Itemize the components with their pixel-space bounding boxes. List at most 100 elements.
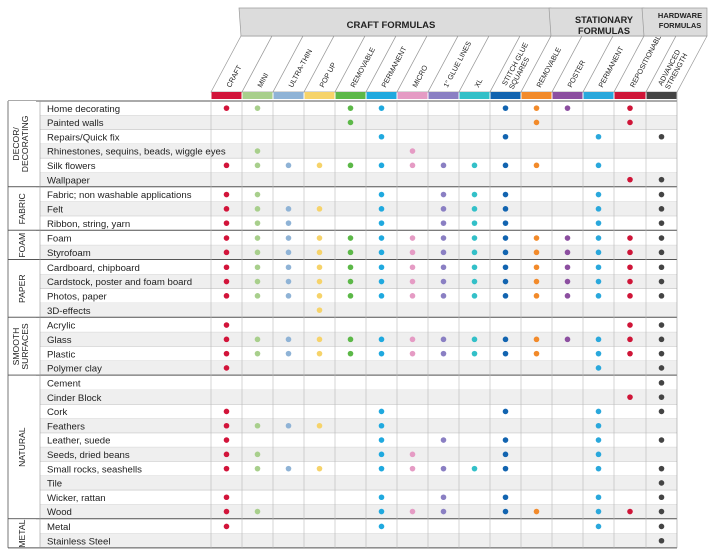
compatibility-dot xyxy=(471,249,478,256)
compatibility-dot xyxy=(254,278,261,285)
category-label: FOAM xyxy=(17,233,27,258)
compatibility-dot xyxy=(627,235,633,241)
category-label-line: NATURAL xyxy=(17,427,27,467)
row-label: Polymer clay xyxy=(47,364,102,375)
compatibility-dot xyxy=(595,133,602,140)
compatibility-dot xyxy=(254,465,261,472)
compatibility-dot xyxy=(627,264,633,271)
column-color-bar xyxy=(366,92,397,99)
compatibility-dot xyxy=(658,523,665,530)
row-shade xyxy=(40,475,677,491)
compatibility-dot xyxy=(627,293,633,299)
compatibility-dot xyxy=(658,235,665,241)
compatibility-dot xyxy=(502,206,509,212)
compatibility-dot xyxy=(223,322,230,328)
category-label-line: FABRIC xyxy=(17,193,27,224)
compatibility-dot xyxy=(378,105,385,111)
compatibility-dot xyxy=(223,508,230,515)
column-color-bar xyxy=(242,92,273,99)
row-label: Stainless Steel xyxy=(47,536,110,547)
column-label: XL xyxy=(472,77,484,89)
compatibility-dot xyxy=(378,494,385,501)
compatibility-dot xyxy=(316,465,323,472)
compatibility-dot xyxy=(409,508,416,515)
compatibility-dot xyxy=(440,220,447,226)
compatibility-dot xyxy=(223,336,230,343)
compatibility-dot xyxy=(378,465,385,472)
row-shade xyxy=(40,245,677,260)
compatibility-dot xyxy=(564,293,571,299)
compatibility-dot xyxy=(285,422,292,429)
compatibility-dot xyxy=(502,465,509,472)
category-cell xyxy=(8,187,36,231)
compatibility-dot xyxy=(223,451,230,458)
compatibility-dot xyxy=(378,350,385,357)
category-label-group: NATURAL xyxy=(17,427,27,467)
compatibility-dot xyxy=(658,365,665,371)
group-header-craft: CRAFT FORMULAS xyxy=(347,20,436,31)
compatibility-dot xyxy=(254,191,261,198)
compatibility-dot xyxy=(627,249,633,256)
compatibility-dot xyxy=(254,422,261,429)
column-label-line: XL xyxy=(472,77,484,89)
compatibility-dot xyxy=(409,278,416,285)
compatibility-dot xyxy=(533,105,540,111)
category-label-line: DECOR/ xyxy=(11,127,21,161)
compatibility-dot xyxy=(595,220,602,226)
compatibility-dot xyxy=(254,148,261,154)
category-label: PAPER xyxy=(17,274,27,303)
compatibility-dot xyxy=(440,293,447,299)
row-label: Feathers xyxy=(47,421,85,432)
compatibility-dot xyxy=(347,336,354,343)
row-shade xyxy=(40,143,677,159)
compatibility-dot xyxy=(595,206,602,212)
column-color-bar xyxy=(397,92,428,99)
compatibility-dot xyxy=(502,278,509,285)
row-label: Styrofoam xyxy=(47,248,91,259)
compatibility-dot xyxy=(440,162,447,169)
compatibility-dot xyxy=(378,408,385,415)
compatibility-dot xyxy=(658,278,665,285)
compatibility-dot xyxy=(223,494,230,501)
compatibility-dot xyxy=(564,105,571,111)
compatibility-dot xyxy=(502,336,509,343)
compatibility-dot xyxy=(595,249,602,256)
compatibility-dot xyxy=(627,105,633,111)
row-shade xyxy=(40,533,677,548)
compatibility-dot xyxy=(316,336,323,343)
group-header-hardware: HARDWARE FORMULAS xyxy=(658,11,702,30)
category-label: SMOOTHSURFACES xyxy=(11,323,30,370)
compatibility-dot xyxy=(223,249,230,256)
column-color-bar xyxy=(428,92,459,99)
compatibility-dot xyxy=(502,249,509,256)
column-color-bar xyxy=(552,92,583,99)
compatibility-dot xyxy=(223,465,230,472)
compatibility-dot xyxy=(658,480,665,486)
compatibility-dot xyxy=(378,162,385,169)
compatibility-dot xyxy=(409,451,416,458)
compatibility-dot xyxy=(223,105,230,111)
compatibility-dot xyxy=(658,133,665,140)
compatibility-dot xyxy=(471,264,478,271)
category-label-group: METAL xyxy=(17,519,27,547)
row-label: Metal xyxy=(47,522,70,533)
compatibility-dot xyxy=(595,191,602,198)
compatibility-dot xyxy=(285,206,292,212)
compatibility-dot xyxy=(533,336,540,343)
compatibility-dot xyxy=(502,293,509,299)
row-shade xyxy=(40,360,677,376)
compatibility-dot xyxy=(316,307,323,313)
compatibility-dot xyxy=(378,220,385,226)
compatibility-dot xyxy=(223,220,230,226)
compatibility-dot xyxy=(223,235,230,241)
compatibility-dot xyxy=(502,264,509,271)
compatibility-dot xyxy=(595,523,602,530)
category-label: FABRIC xyxy=(17,193,27,224)
row-shade xyxy=(40,390,677,405)
compatibility-dot xyxy=(502,408,509,415)
compatibility-dot xyxy=(285,350,292,357)
row-label: Wood xyxy=(47,507,72,518)
compatibility-dot xyxy=(595,408,602,415)
compatibility-dot xyxy=(502,508,509,515)
compatibility-dot xyxy=(347,293,354,299)
